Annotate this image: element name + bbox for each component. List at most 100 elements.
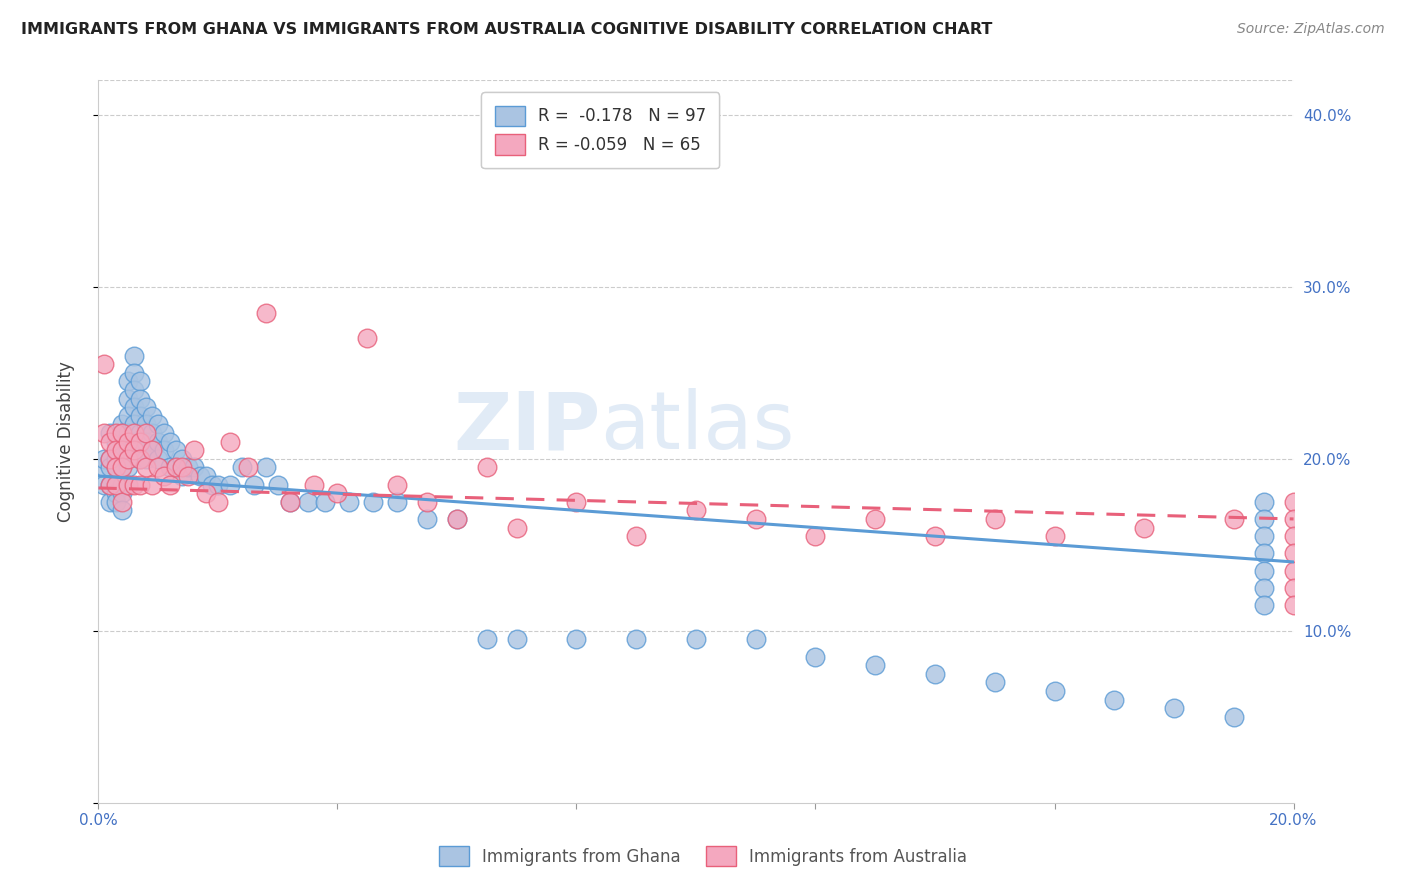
Point: [153, 443, 176, 458]
Point: [685, 632, 707, 647]
Point: [924, 529, 946, 543]
Point: [231, 460, 253, 475]
Point: [1253, 581, 1275, 595]
Point: [141, 425, 163, 440]
Point: [172, 451, 194, 466]
Point: [267, 477, 290, 491]
Point: [745, 512, 768, 526]
Point: [865, 512, 887, 526]
Point: [105, 477, 128, 491]
Point: [446, 512, 468, 526]
Point: [98, 451, 122, 466]
Point: [165, 460, 187, 475]
Point: [111, 425, 134, 440]
Point: [111, 417, 134, 432]
Point: [1282, 581, 1305, 595]
Point: [984, 675, 1007, 690]
Point: [1133, 520, 1156, 534]
Point: [148, 451, 170, 466]
Point: [685, 503, 707, 517]
Point: [141, 409, 163, 423]
Point: [1253, 546, 1275, 560]
Point: [356, 331, 378, 345]
Point: [129, 434, 152, 449]
Point: [1163, 701, 1185, 715]
Point: [1104, 692, 1126, 706]
Point: [385, 494, 409, 508]
Point: [207, 477, 229, 491]
Point: [117, 409, 139, 423]
Point: [111, 503, 134, 517]
Point: [124, 400, 146, 414]
Point: [254, 305, 277, 319]
Point: [254, 460, 277, 475]
Point: [153, 469, 176, 483]
Legend: R =  -0.178   N = 97, R = -0.059   N = 65: R = -0.178 N = 97, R = -0.059 N = 65: [481, 92, 720, 168]
Point: [745, 632, 768, 647]
Text: ZIP: ZIP: [453, 388, 600, 467]
Text: atlas: atlas: [600, 388, 794, 467]
Point: [506, 520, 529, 534]
Point: [135, 460, 157, 475]
Point: [124, 366, 146, 380]
Point: [1282, 512, 1305, 526]
Point: [159, 460, 181, 475]
Point: [188, 469, 211, 483]
Point: [135, 417, 157, 432]
Point: [129, 375, 152, 389]
Point: [363, 494, 385, 508]
Point: [416, 512, 439, 526]
Point: [129, 425, 152, 440]
Point: [129, 451, 152, 466]
Point: [1223, 710, 1246, 724]
Point: [98, 477, 122, 491]
Point: [129, 409, 152, 423]
Point: [117, 451, 139, 466]
Point: [117, 425, 139, 440]
Point: [98, 460, 122, 475]
Point: [105, 460, 128, 475]
Point: [111, 477, 134, 491]
Point: [117, 477, 139, 491]
Point: [148, 434, 170, 449]
Point: [804, 529, 827, 543]
Point: [243, 477, 266, 491]
Point: [93, 477, 115, 491]
Point: [236, 460, 259, 475]
Point: [326, 486, 349, 500]
Point: [93, 357, 115, 371]
Point: [98, 425, 122, 440]
Point: [416, 494, 439, 508]
Text: IMMIGRANTS FROM GHANA VS IMMIGRANTS FROM AUSTRALIA COGNITIVE DISABILITY CORRELAT: IMMIGRANTS FROM GHANA VS IMMIGRANTS FROM…: [21, 22, 993, 37]
Point: [1253, 564, 1275, 578]
Point: [177, 469, 200, 483]
Y-axis label: Cognitive Disability: Cognitive Disability: [56, 361, 75, 522]
Point: [129, 451, 152, 466]
Point: [278, 494, 301, 508]
Point: [1043, 529, 1066, 543]
Point: [117, 434, 139, 449]
Point: [385, 477, 409, 491]
Point: [219, 434, 242, 449]
Point: [93, 451, 115, 466]
Point: [1282, 598, 1305, 612]
Point: [124, 434, 146, 449]
Point: [565, 632, 588, 647]
Point: [117, 443, 139, 458]
Point: [124, 383, 146, 397]
Point: [1253, 598, 1275, 612]
Point: [93, 425, 115, 440]
Point: [1253, 529, 1275, 543]
Point: [984, 512, 1007, 526]
Point: [172, 469, 194, 483]
Point: [804, 649, 827, 664]
Point: [1282, 564, 1305, 578]
Point: [195, 486, 218, 500]
Point: [1282, 546, 1305, 560]
Point: [302, 477, 325, 491]
Point: [98, 434, 122, 449]
Point: [117, 375, 139, 389]
Point: [105, 460, 128, 475]
Point: [1223, 512, 1246, 526]
Point: [475, 460, 498, 475]
